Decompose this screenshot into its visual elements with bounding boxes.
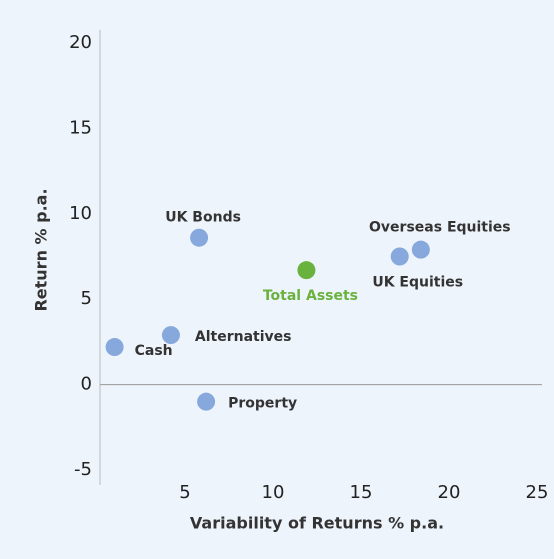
point-label: Overseas Equities bbox=[369, 220, 511, 236]
point bbox=[411, 240, 430, 259]
x-tick-label: 5 bbox=[179, 482, 190, 503]
point-label: Property bbox=[228, 396, 297, 412]
point bbox=[190, 228, 209, 247]
point-label: UK Bonds bbox=[165, 210, 241, 226]
point-label: Cash bbox=[135, 343, 173, 359]
y-tick-label: -5 bbox=[74, 459, 92, 480]
y-axis-title: Return % p.a. bbox=[32, 188, 51, 311]
y-tick-label: 5 bbox=[81, 288, 92, 309]
point bbox=[390, 247, 409, 266]
x-tick-label: 10 bbox=[262, 482, 285, 503]
point-label: Total Assets bbox=[263, 288, 358, 304]
y-tick-label: 0 bbox=[81, 374, 92, 395]
point bbox=[297, 261, 316, 280]
point-label: Alternatives bbox=[195, 329, 292, 345]
x-tick-label: 15 bbox=[350, 482, 373, 503]
point-label: UK Equities bbox=[372, 275, 463, 291]
point bbox=[161, 326, 180, 345]
x-axis-title: Variability of Returns % p.a. bbox=[190, 514, 444, 533]
point bbox=[105, 338, 124, 357]
x-tick-label: 20 bbox=[438, 482, 461, 503]
x-tick-label: 25 bbox=[526, 482, 549, 503]
y-tick-label: 10 bbox=[69, 203, 92, 224]
point bbox=[197, 392, 216, 411]
y-tick-label: 15 bbox=[69, 117, 92, 138]
y-tick-label: 20 bbox=[69, 32, 92, 53]
